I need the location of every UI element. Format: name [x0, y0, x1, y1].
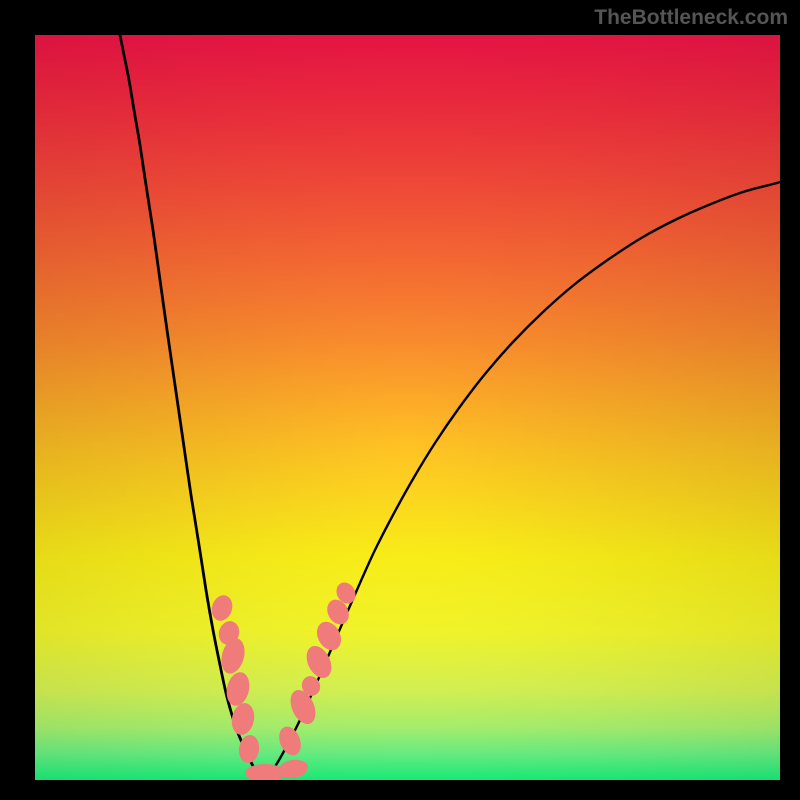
watermark-text: TheBottleneck.com — [594, 6, 788, 30]
plot-area — [35, 35, 780, 780]
bottleneck-curve-svg — [35, 35, 780, 780]
vignette-overlay — [35, 35, 780, 780]
